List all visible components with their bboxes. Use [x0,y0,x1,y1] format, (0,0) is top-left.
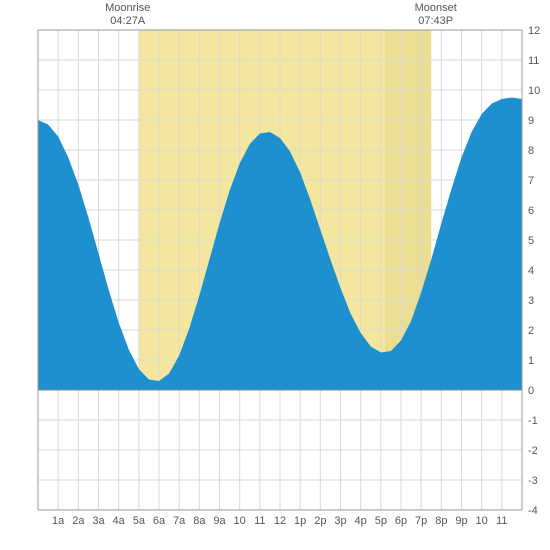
moonrise-time: 04:27A [98,15,158,28]
svg-text:10: 10 [476,515,488,527]
svg-text:5a: 5a [133,515,146,527]
svg-text:9p: 9p [455,515,467,527]
svg-text:11: 11 [528,55,539,67]
svg-text:4: 4 [528,265,534,277]
svg-text:5p: 5p [375,515,387,527]
svg-text:9: 9 [528,115,534,127]
svg-text:6a: 6a [153,515,166,527]
svg-text:-1: -1 [528,415,538,427]
svg-text:2p: 2p [314,515,326,527]
svg-text:10: 10 [234,515,246,527]
svg-text:7p: 7p [415,515,427,527]
svg-text:8p: 8p [435,515,447,527]
moonset-label: Moonset07:43P [406,2,466,28]
svg-text:1: 1 [528,355,534,367]
svg-text:-4: -4 [528,505,538,517]
moonset-title: Moonset [415,2,457,14]
svg-text:2: 2 [528,325,534,337]
svg-text:11: 11 [496,515,507,527]
svg-text:6p: 6p [395,515,407,527]
chart-svg: -4-3-2-101234567891011121a2a3a4a5a6a7a8a… [0,0,550,550]
svg-text:12: 12 [274,515,286,527]
svg-text:1a: 1a [52,515,65,527]
svg-text:2a: 2a [72,515,85,527]
svg-text:8a: 8a [193,515,206,527]
moonrise-title: Moonrise [105,2,150,14]
svg-text:9a: 9a [213,515,226,527]
svg-text:7a: 7a [173,515,186,527]
svg-text:5: 5 [528,235,534,247]
moonset-time: 07:43P [406,15,466,28]
x-axis: 1a 2a 3a 4a 5a 6a 7a 8a 9a 10 11 12 1p 2p 3p 4p 5p 6p 7p 8p… [52,515,508,527]
svg-text:0: 0 [528,385,534,397]
svg-text:3p: 3p [334,515,346,527]
moonrise-label: Moonrise04:27A [98,2,158,28]
svg-text:-3: -3 [528,475,538,487]
svg-text:8: 8 [528,145,534,157]
svg-text:10: 10 [528,85,540,97]
svg-text:-2: -2 [528,445,538,457]
svg-text:4a: 4a [113,515,126,527]
svg-text:3a: 3a [92,515,105,527]
svg-text:7: 7 [528,175,534,187]
svg-text:3: 3 [528,295,534,307]
tide-chart: -4-3-2-101234567891011121a2a3a4a5a6a7a8a… [0,0,550,550]
svg-text:6: 6 [528,205,534,217]
svg-text:12: 12 [528,25,540,37]
svg-text:11: 11 [254,515,265,527]
svg-text:4p: 4p [355,515,367,527]
svg-text:1p: 1p [294,515,306,527]
